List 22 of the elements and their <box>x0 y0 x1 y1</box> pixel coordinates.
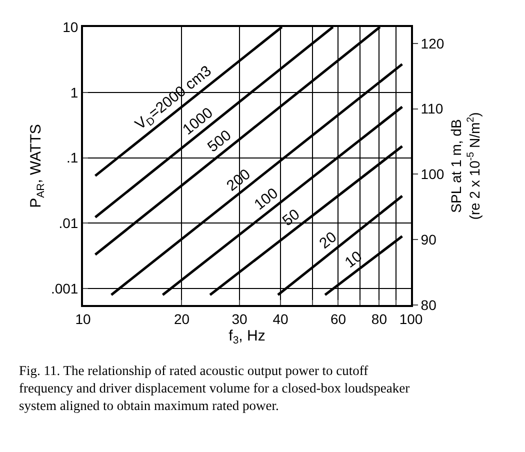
y-tick-label: 10 <box>62 18 78 35</box>
x-axis-title: f$_{3}$, Hz <box>228 327 266 346</box>
x-tick-label: 80 <box>371 310 388 327</box>
text: 20 <box>316 228 340 252</box>
x-tick-label: 40 <box>272 310 288 327</box>
x-tick-label: 30 <box>232 310 248 327</box>
text: 200 <box>224 166 254 195</box>
caption: Fig. 11. The relationship of rated acoustic output power to cutoff frequency and driver displacement volume for a closed-box loudspeaker system aligned to obtain maximum rated power. <box>19 363 410 414</box>
y-tick-label: .01 <box>58 215 78 232</box>
x-tick-label: 20 <box>174 310 190 327</box>
y-tick-label: 1 <box>70 84 78 100</box>
y2-tick-label: 80 <box>420 296 437 313</box>
y-tick-label: .1 <box>66 150 78 166</box>
x-tick-label: 100 <box>399 310 423 327</box>
y-tick-label: .001 <box>50 280 78 296</box>
y2-tick-label: 110 <box>420 100 444 117</box>
y2-tick-label: 100 <box>420 166 444 182</box>
y2-tick-label: 120 <box>420 35 444 52</box>
x-tick-label: 60 <box>330 310 346 327</box>
text: 50 <box>279 206 304 230</box>
text: 100 <box>251 184 282 214</box>
y2-tick-label: 90 <box>420 231 437 248</box>
